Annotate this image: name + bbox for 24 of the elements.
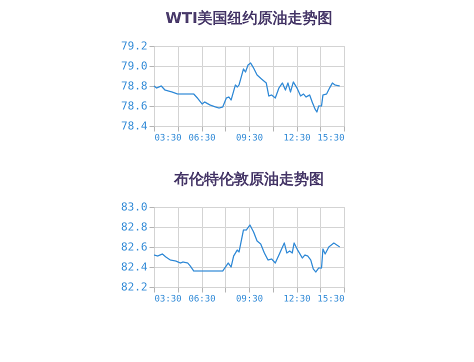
x-tick-label: 03:30 <box>154 294 182 304</box>
y-tick-label: 82.8 <box>121 220 148 234</box>
y-tick-label: 82.6 <box>121 240 148 254</box>
x-tick-label: 03:30 <box>154 134 182 144</box>
y-tick-label: 79.0 <box>121 60 148 72</box>
x-tick-label: 15:30 <box>317 134 344 144</box>
y-tick-label: 83.0 <box>121 200 148 214</box>
x-tick-label: 15:30 <box>317 294 344 304</box>
x-tick-label: 06:30 <box>188 134 216 144</box>
y-tick-label: 79.2 <box>121 40 148 52</box>
x-tick-label: 12:30 <box>283 294 311 304</box>
y-tick-label: 82.4 <box>121 260 148 274</box>
x-tick-label: 06:30 <box>188 294 216 304</box>
x-tick-label: 12:30 <box>283 134 311 144</box>
y-tick-label: 78.4 <box>121 120 148 132</box>
chart-title: 布伦特伦敦原油走势图 <box>173 170 324 188</box>
chart-title: WTI美国纽约原油走势图 <box>165 9 333 27</box>
x-tick-label: 09:30 <box>236 294 264 304</box>
line-series <box>153 224 340 273</box>
line-series <box>153 62 340 113</box>
y-tick-label: 78.8 <box>121 80 148 92</box>
y-tick-label: 82.2 <box>121 280 148 294</box>
y-tick-label: 78.6 <box>121 100 148 112</box>
x-tick-label: 09:30 <box>236 134 264 144</box>
